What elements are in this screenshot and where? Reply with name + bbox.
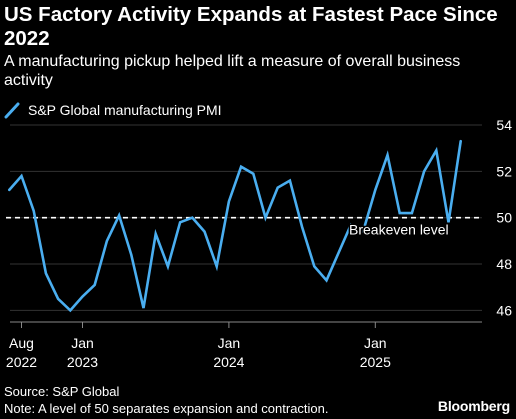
y-tick-label: 52 [496,163,512,179]
chart-subtitle: A manufacturing pickup helped lift a mea… [4,53,461,89]
x-tick-label: Jan [364,335,387,351]
x-tick-label: 2023 [67,354,98,370]
y-tick-label: 50 [496,210,512,226]
x-tick-label: Jan [71,335,94,351]
x-tick-label: 2025 [360,354,391,370]
y-tick-label: 54 [496,117,512,133]
x-tick-label: 2024 [213,354,244,370]
source-text: Source: S&P Global [4,384,120,399]
series-line [8,139,463,313]
note-text: Note: A level of 50 separates expansion … [4,401,329,416]
x-tick-label: Jan [218,335,241,351]
line-swatch-icon [4,102,20,119]
breakeven-label: Breakeven level [349,222,449,238]
y-tick-label: 48 [496,256,512,272]
legend-label: S&P Global manufacturing PMI [28,102,222,118]
y-tick-label: 46 [496,302,512,318]
x-tick-label: 2022 [6,354,37,370]
legend: S&P Global manufacturing PMI [4,100,222,120]
x-tick-label: Aug [9,335,34,351]
chart-title: US Factory Activity Expands at Fastest P… [4,3,498,50]
bloomberg-logo: Bloomberg [437,398,510,414]
